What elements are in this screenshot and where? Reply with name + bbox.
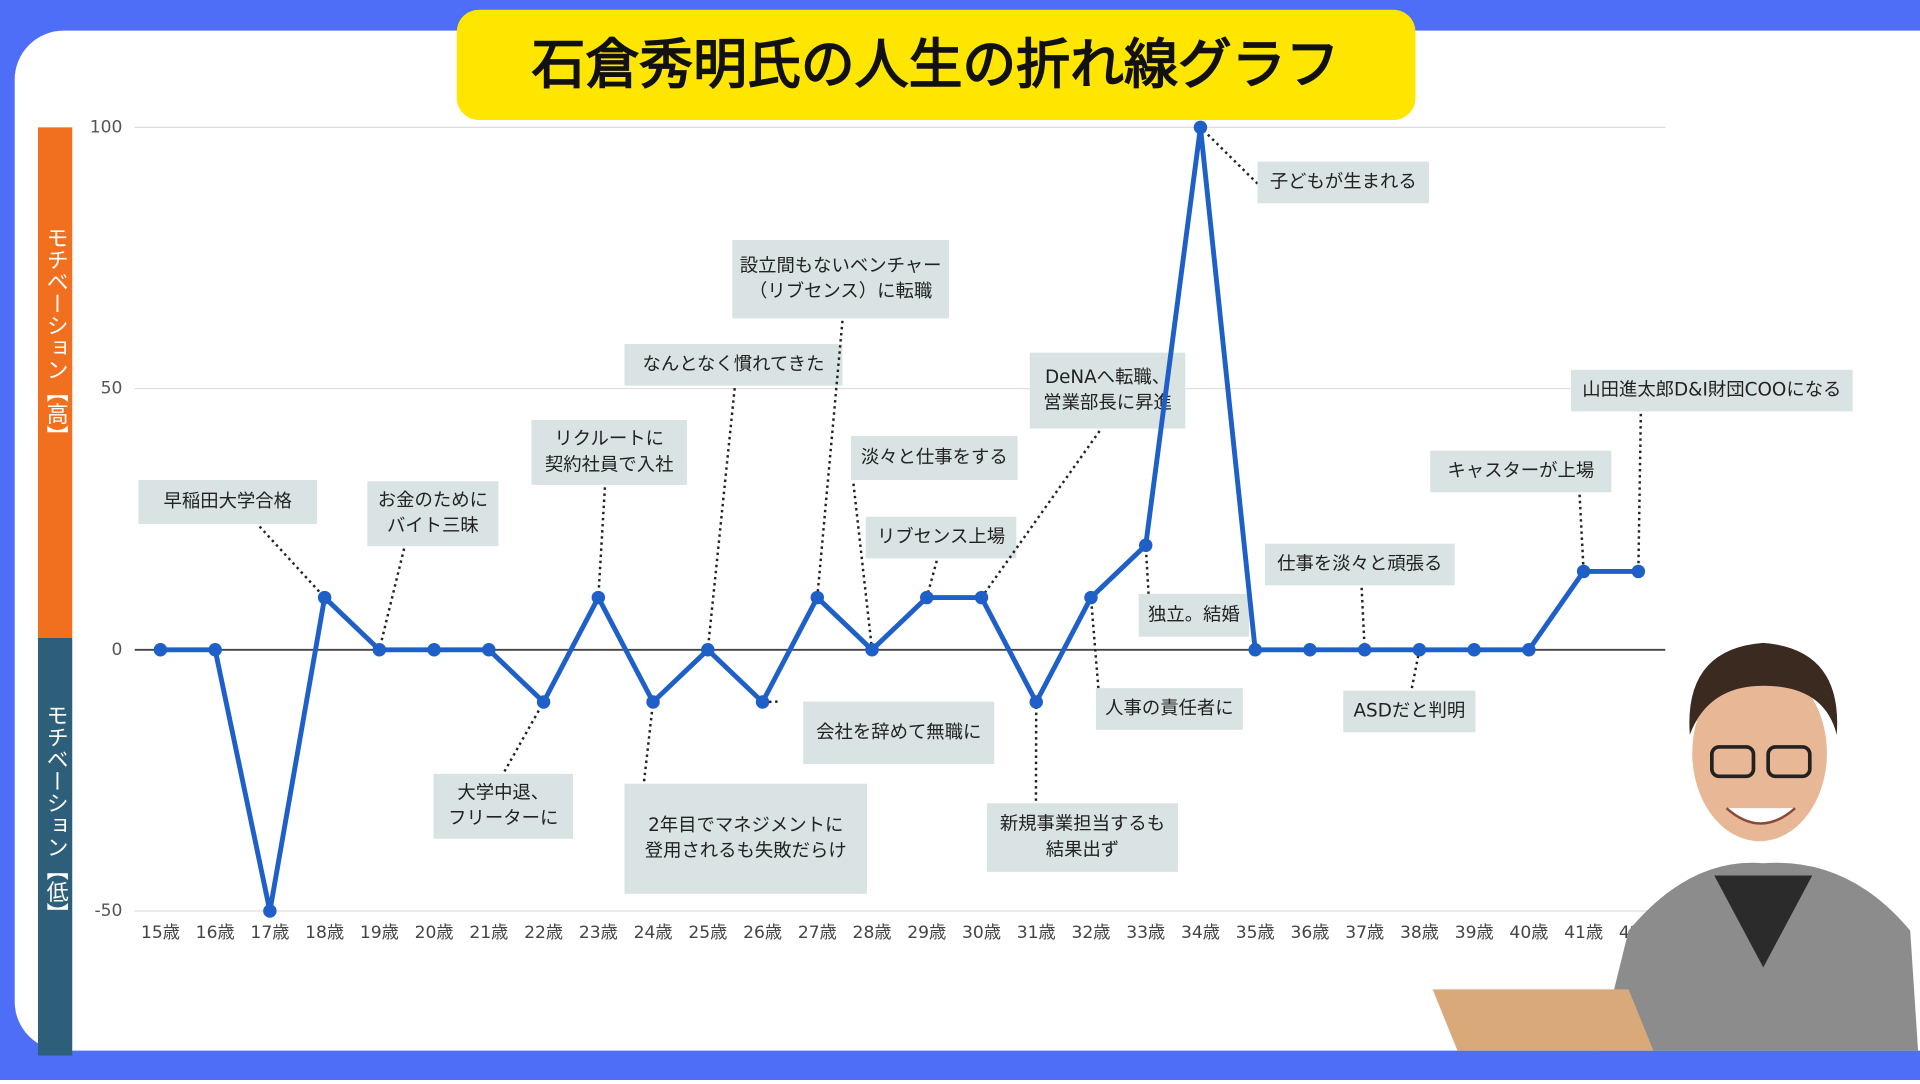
x-tick-label: 22歳: [524, 923, 563, 943]
annotation-text: 淡々と仕事をする: [861, 447, 1008, 468]
annotation-text: 契約社員で入社: [545, 454, 674, 475]
point: [865, 643, 878, 656]
x-tick-label: 15歳: [141, 923, 180, 943]
x-tick-label: 41歳: [1564, 923, 1603, 943]
annotation-text: 登用されるも失敗だらけ: [645, 841, 847, 862]
annotation-text: 営業部長に昇進: [1043, 392, 1172, 413]
point: [1139, 539, 1152, 552]
annotation-text: リクルートに: [554, 429, 664, 450]
x-tick-label: 37歳: [1345, 923, 1384, 943]
point: [1248, 643, 1261, 656]
point: [975, 591, 988, 604]
point: [1030, 695, 1043, 708]
annotation-text: なんとなく慣れてきた: [642, 354, 824, 375]
x-tick-label: 21歳: [469, 923, 508, 943]
x-tick-label: 29歳: [907, 923, 946, 943]
annotation-text: 独立。結婚: [1148, 604, 1240, 625]
point: [756, 695, 769, 708]
x-tick-label: 28歳: [853, 923, 892, 943]
point: [154, 643, 167, 656]
annotation-text: 会社を辞めて無職に: [816, 722, 981, 743]
x-tick-label: 23歳: [579, 923, 618, 943]
annotation-text: 早稲田大学合格: [163, 491, 292, 512]
x-tick-label: 19歳: [360, 923, 399, 943]
x-tick-label: 16歳: [196, 923, 235, 943]
annotation-text: フリーターに: [448, 808, 558, 829]
x-tick-label: 39歳: [1455, 923, 1494, 943]
annotation-text: 設立間もないベンチャー: [740, 255, 942, 276]
annotation-text: ASDだと判明: [1353, 700, 1465, 721]
annotation-text: お金のために: [378, 490, 488, 511]
annotation-text: 2年目でマネジメントに: [648, 815, 843, 836]
y-tick-label: 100: [90, 117, 123, 137]
point: [1084, 591, 1097, 604]
chart-title: 石倉秀明氏の人生の折れ線グラフ: [532, 33, 1340, 96]
point: [701, 643, 714, 656]
point: [208, 643, 221, 656]
annotation-text: 大学中退、: [457, 782, 549, 803]
point: [318, 591, 331, 604]
x-tick-label: 30歳: [962, 923, 1001, 943]
point: [537, 695, 550, 708]
point: [1577, 565, 1590, 578]
x-tick-label: 26歳: [743, 923, 782, 943]
point: [373, 643, 386, 656]
x-tick-label: 17歳: [250, 923, 289, 943]
point: [263, 904, 276, 917]
annotation-text: 子どもが生まれる: [1270, 171, 1417, 192]
x-tick-label: 36歳: [1290, 923, 1329, 943]
point: [1358, 643, 1371, 656]
x-tick-label: 20歳: [415, 923, 454, 943]
point: [482, 643, 495, 656]
point: [592, 591, 605, 604]
x-tick-label: 38歳: [1400, 923, 1439, 943]
y-label-low: モチベーション【低】: [43, 704, 69, 924]
point: [920, 591, 933, 604]
y-tick-label: 0: [112, 640, 123, 660]
annotation-text: 人事の責任者に: [1105, 698, 1234, 719]
point: [1303, 643, 1316, 656]
point: [1413, 643, 1426, 656]
annotation-text: バイト三昧: [387, 516, 479, 537]
annotation-text: DeNAへ転職、: [1045, 367, 1170, 388]
x-tick-label: 40歳: [1509, 923, 1548, 943]
point: [1194, 121, 1207, 134]
annotation-text: リブセンス上場: [877, 526, 1005, 548]
annotation-box: [732, 240, 949, 318]
annotation-text: 仕事を淡々と頑張る: [1277, 553, 1442, 574]
point: [811, 591, 824, 604]
annotation-text: 結果出ず: [1046, 839, 1119, 860]
x-tick-label: 18歳: [305, 923, 344, 943]
annotation-text: キャスターが上場: [1447, 460, 1594, 481]
x-tick-label: 27歳: [798, 923, 837, 943]
x-tick-label: 24歳: [634, 923, 673, 943]
annotation-text: 山田進太郎D&I財団COOになる: [1582, 380, 1841, 401]
point: [1632, 565, 1645, 578]
x-tick-label: 33歳: [1126, 923, 1165, 943]
annotation-box: [624, 784, 866, 894]
y-label-high: モチベーション【高】: [43, 227, 69, 447]
point: [1522, 643, 1535, 656]
x-tick-label: 34歳: [1181, 923, 1220, 943]
point: [427, 643, 440, 656]
point: [1467, 643, 1480, 656]
annotation-text: （リブセンス）に転職: [749, 280, 932, 302]
point: [646, 695, 659, 708]
x-tick-label: 35歳: [1236, 923, 1275, 943]
x-tick-label: 32歳: [1072, 923, 1111, 943]
x-tick-label: 25歳: [688, 923, 727, 943]
y-tick-label: 50: [101, 379, 123, 399]
x-tick-label: 31歳: [1017, 923, 1056, 943]
y-tick-label: -50: [94, 901, 122, 921]
annotation-text: 新規事業担当するも: [1000, 814, 1165, 835]
